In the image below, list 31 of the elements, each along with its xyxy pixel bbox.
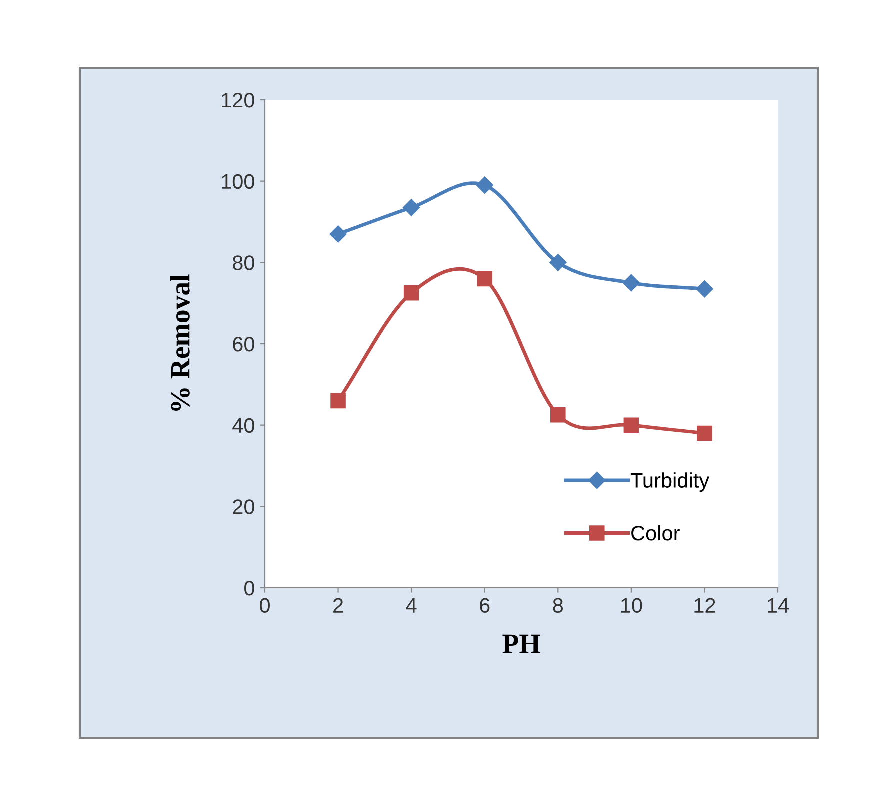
point bbox=[330, 226, 347, 243]
y-tick-label: 60 bbox=[233, 337, 254, 352]
point bbox=[696, 280, 714, 298]
y-tick-label: 0 bbox=[244, 581, 254, 596]
point bbox=[477, 271, 492, 287]
x-tick-label: 6 bbox=[480, 598, 490, 614]
y-axis-title: % Removal bbox=[170, 274, 190, 411]
y-tick-label: 100 bbox=[222, 174, 254, 190]
x-tick-label: 10 bbox=[621, 598, 642, 614]
y-tick-label: 40 bbox=[232, 418, 254, 434]
y-tick-label: 80 bbox=[233, 256, 254, 270]
point bbox=[403, 199, 420, 216]
point bbox=[330, 393, 346, 409]
x-tick-label: 0 bbox=[260, 598, 270, 614]
legend-label: Color bbox=[632, 525, 680, 541]
legend-label: Turbidity bbox=[630, 472, 710, 492]
point bbox=[550, 408, 566, 423]
x-tick-label: 14 bbox=[768, 598, 789, 613]
x-tick-label: 4 bbox=[406, 598, 417, 613]
x-tick-label: 2 bbox=[334, 598, 344, 613]
point bbox=[624, 418, 640, 433]
x-tick-label: 12 bbox=[694, 598, 716, 613]
x-axis-title: PH bbox=[502, 634, 540, 654]
y-tick-label: 20 bbox=[233, 500, 254, 514]
x-tick-label: 8 bbox=[553, 598, 564, 614]
point bbox=[404, 286, 420, 301]
point bbox=[476, 176, 494, 194]
point bbox=[697, 426, 712, 442]
point bbox=[550, 254, 567, 272]
point bbox=[622, 274, 640, 292]
y-tick-label: 120 bbox=[222, 93, 254, 108]
